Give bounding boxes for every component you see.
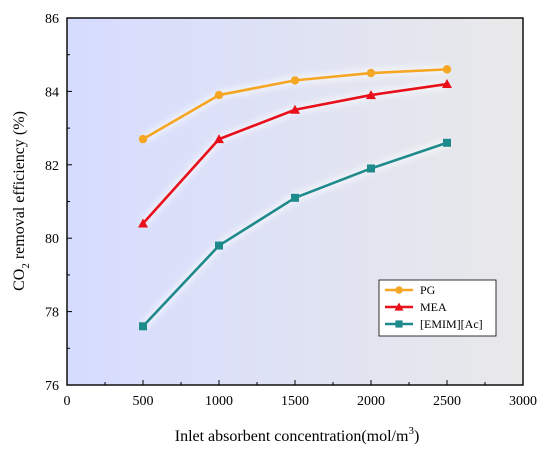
legend-label: MEA (420, 300, 447, 314)
data-point-triangle (214, 134, 224, 144)
legend: PG MEA [EMIM][Ac] (378, 279, 497, 337)
x-tick-label: 500 (133, 394, 154, 409)
x-tick-label: 2000 (357, 394, 385, 409)
data-point-circle (290, 76, 300, 85)
y-tick-label: 86 (45, 12, 59, 27)
y-tick-label: 76 (45, 379, 59, 394)
x-tick-label: 1500 (281, 394, 309, 409)
data-point-circle (138, 134, 148, 144)
data-point-triangle (138, 218, 148, 228)
data-point-triangle (442, 79, 452, 89)
y-tick-label: 82 (45, 159, 59, 174)
data-point-square (367, 164, 375, 173)
y-axis: 76 78 80 82 84 86 (45, 12, 72, 394)
y-tick-label: 80 (45, 232, 59, 247)
x-axis-title: Inlet absorbent concentration(mol/m3) (175, 425, 420, 445)
data-point-square (443, 138, 451, 147)
data-point-square (395, 320, 403, 328)
y-axis-title: CO2 removal efficiency (%) (11, 111, 32, 291)
legend-label: PG (420, 283, 436, 297)
data-point-triangle (394, 302, 404, 311)
x-tick-label: 0 (64, 394, 71, 409)
data-point-square (215, 241, 223, 250)
data-point-square (291, 193, 299, 202)
y-tick-label: 78 (45, 306, 59, 321)
x-tick-label: 3000 (509, 394, 537, 409)
y-tick-label: 84 (45, 85, 59, 100)
x-axis: 0 500 1000 1500 2000 2500 3000 (64, 380, 537, 409)
data-point-circle (366, 68, 376, 78)
data-point-triangle (366, 90, 376, 100)
data-point-triangle (290, 104, 300, 114)
data-point-square (139, 322, 147, 331)
data-point-circle (395, 286, 403, 294)
x-tick-label: 1000 (205, 394, 233, 409)
legend-label: [EMIM][Ac] (420, 317, 483, 331)
data-point-circle (214, 90, 224, 100)
series-layer (138, 65, 452, 331)
data-point-circle (442, 65, 452, 74)
x-tick-label: 2500 (433, 394, 461, 409)
